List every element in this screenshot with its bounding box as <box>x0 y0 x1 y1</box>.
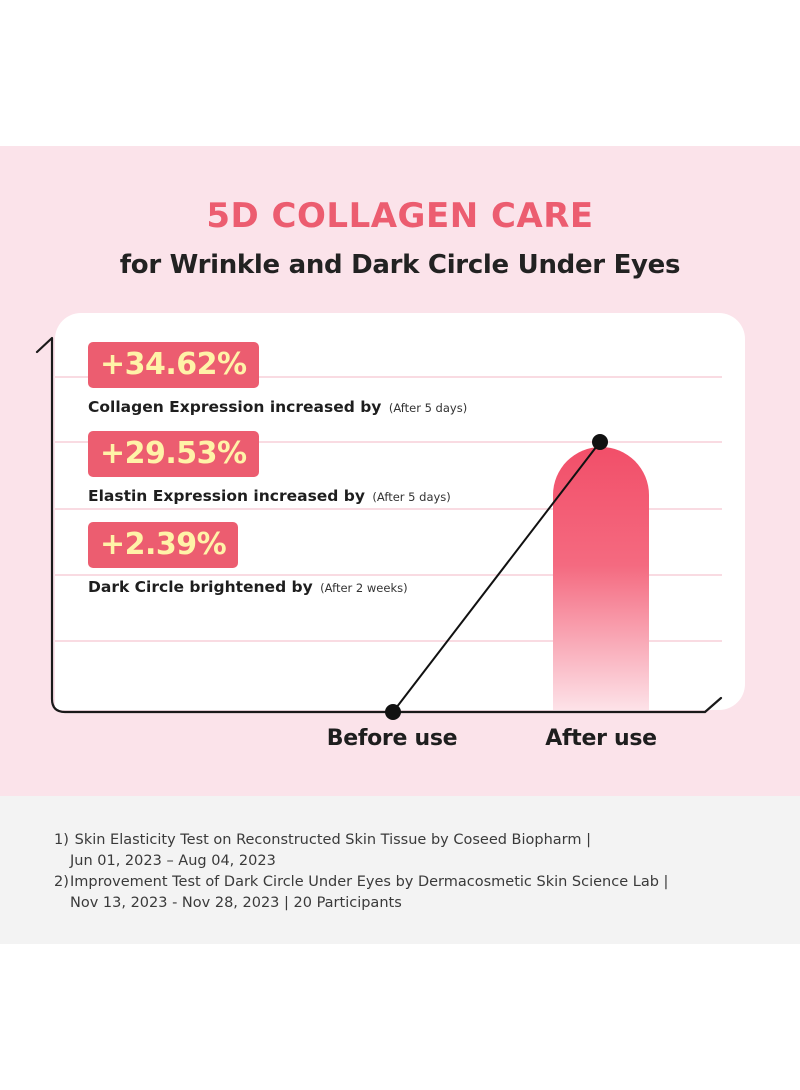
stat-text: Elastin Expression increased by <box>88 487 366 505</box>
x-tick-label-before: Before use <box>326 726 458 751</box>
x-tick-label-after: After use <box>545 726 657 751</box>
trend-line <box>392 441 601 713</box>
stat-text: Dark Circle brightened by <box>88 578 313 596</box>
footnote-1: 1) Skin Elasticity Test on Reconstructed… <box>54 830 754 872</box>
stat-badge-collagen: +34.62% <box>88 342 259 388</box>
stat-note: (After 5 days) <box>388 401 468 415</box>
stat-label-collagen: Collagen Expression increased by (After … <box>88 398 467 416</box>
footnote-text-cont: Nov 13, 2023 - Nov 28, 2023 | 20 Partici… <box>70 895 402 911</box>
data-point-after <box>592 434 608 450</box>
axes <box>35 336 723 714</box>
stat-note: (After 5 days) <box>372 490 451 504</box>
page-title: 5D COLLAGEN CARE <box>206 196 594 236</box>
stat-label-elastin: Elastin Expression increased by (After 5… <box>88 487 451 505</box>
page-subtitle: for Wrinkle and Dark Circle Under Eyes <box>119 250 681 280</box>
stat-note: (After 2 weeks) <box>320 581 408 595</box>
footnote-number: 2) <box>54 874 69 890</box>
y-axis <box>35 336 723 714</box>
footnote-text-cont: Jun 01, 2023 – Aug 04, 2023 <box>70 853 276 869</box>
after-use-bar <box>553 447 649 710</box>
footnote-number: 1) <box>54 832 69 848</box>
stat-text: Collagen Expression increased by <box>88 398 382 416</box>
stat-badge-elastin: +29.53% <box>88 431 259 477</box>
stat-badge-dark-circle: +2.39% <box>88 522 239 568</box>
footnotes-panel <box>0 796 800 944</box>
data-point-before <box>385 704 401 720</box>
stat-label-dark-circle: Dark Circle brightened by (After 2 weeks… <box>88 578 408 596</box>
footnote-2: 2)Improvement Test of Dark Circle Under … <box>54 872 754 914</box>
footnote-text: Skin Elasticity Test on Reconstructed Sk… <box>74 832 592 848</box>
footnote-text: Improvement Test of Dark Circle Under Ey… <box>70 874 669 890</box>
